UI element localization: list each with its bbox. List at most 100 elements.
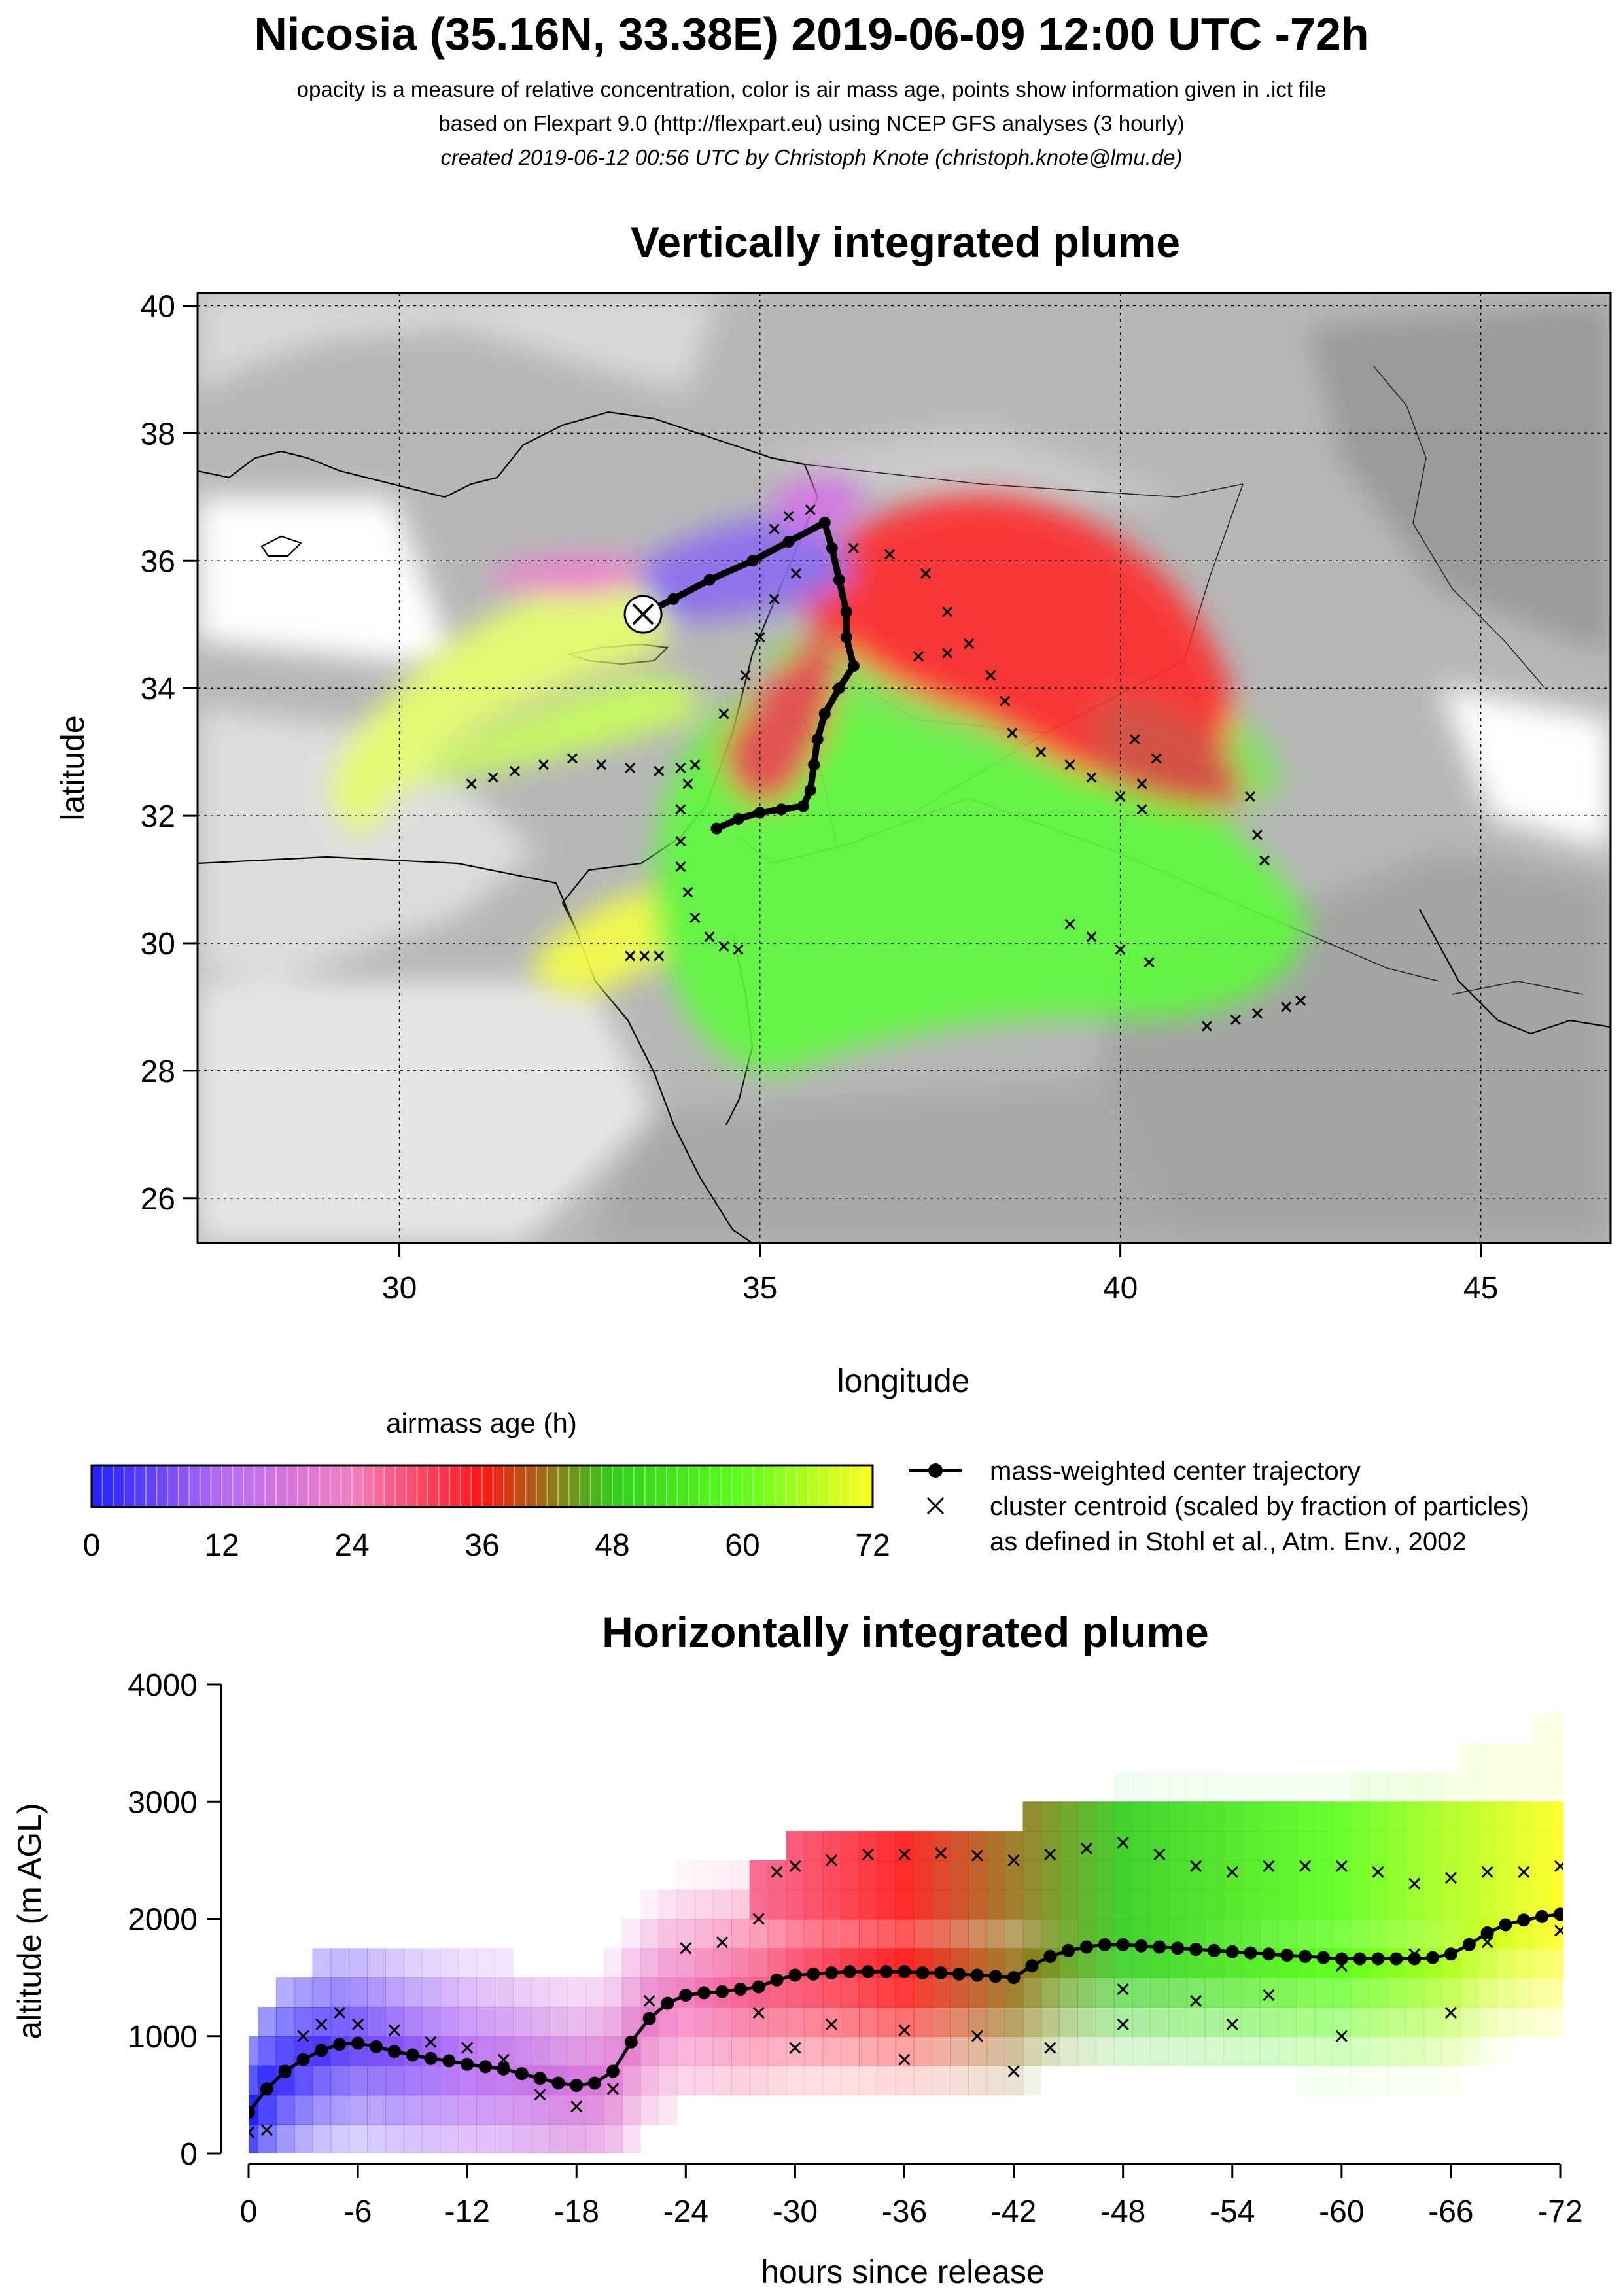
profile-plume-cell bbox=[1423, 1889, 1442, 1920]
map-centroid-mark bbox=[639, 950, 650, 962]
profile-plume-cell bbox=[695, 2006, 714, 2037]
profile-plume-cell bbox=[1405, 1889, 1425, 1920]
profile-plume-cell bbox=[1004, 1831, 1024, 1861]
profile-centroid-mark bbox=[1080, 1842, 1093, 1855]
profile-plume-cell bbox=[841, 1889, 860, 1920]
profile-plume-cell bbox=[1004, 2036, 1024, 2066]
profile-plume-cell bbox=[1278, 1977, 1297, 2008]
profile-plume-cell bbox=[1296, 1889, 1316, 1920]
profile-plume-cell bbox=[349, 2065, 368, 2096]
profile-plume-cell bbox=[1478, 1948, 1497, 1979]
map-centroid-mark bbox=[596, 759, 607, 771]
profile-centroid-mark bbox=[1372, 1866, 1384, 1878]
colorbar-swatch bbox=[459, 1465, 472, 1508]
profile-plume-cell bbox=[1168, 1977, 1188, 2008]
colorbar-swatch bbox=[742, 1465, 755, 1508]
map-trajectory-point bbox=[667, 593, 680, 605]
colorbar-swatch bbox=[709, 1465, 722, 1508]
profile-plume-cell bbox=[640, 2065, 659, 2096]
profile-plume-cell bbox=[1551, 1948, 1563, 1979]
profile-trajectory-point bbox=[1371, 1952, 1385, 1966]
profile-plume-cell bbox=[1551, 2006, 1563, 2037]
profile-plume-cell bbox=[1441, 1801, 1461, 1832]
profile-plume-cell bbox=[1551, 1831, 1563, 1861]
map-ytick-label: 30 bbox=[141, 927, 175, 962]
profile-plume-cell bbox=[1514, 1831, 1534, 1861]
profile-trajectory-point bbox=[1535, 1909, 1549, 1923]
subtitle-line-3: created 2019-06-12 00:56 UTC by Christop… bbox=[440, 145, 1183, 169]
profile-plume-cell bbox=[349, 2006, 368, 2037]
colorbar-swatch bbox=[101, 1465, 114, 1508]
profile-centroid-mark bbox=[789, 1860, 801, 1872]
profile-plume-cell bbox=[1332, 1831, 1352, 1861]
profile-plume-cell bbox=[877, 1831, 896, 1861]
profile-plume-cell bbox=[621, 1977, 641, 2008]
profile-plume-cell bbox=[1314, 1831, 1333, 1861]
profile-plume-cell bbox=[1496, 1831, 1516, 1861]
profile-trajectory-point bbox=[1280, 1949, 1294, 1962]
map-centroid-mark bbox=[689, 759, 701, 771]
profile-plume-cell bbox=[968, 1889, 987, 1920]
profile-plume-cell bbox=[1350, 2036, 1370, 2066]
map-ytick-label: 38 bbox=[141, 417, 175, 451]
profile-plume-cell bbox=[986, 1860, 1005, 1890]
profile-trajectory-point bbox=[988, 1970, 1002, 1983]
profile-plume-cell bbox=[1059, 1860, 1079, 1890]
map-centroid-mark bbox=[733, 944, 744, 955]
profile-plume-cell bbox=[1059, 1977, 1079, 2008]
profile-plume-cell bbox=[749, 1860, 769, 1890]
colorbar-swatch bbox=[470, 1465, 483, 1508]
profile-plume-cell bbox=[585, 2036, 605, 2066]
map-centroid-mark bbox=[689, 912, 701, 924]
profile-plume-cell bbox=[1441, 1772, 1461, 1803]
profile-plume-cell bbox=[1478, 1860, 1497, 1890]
map-ytick-label: 32 bbox=[141, 799, 175, 834]
profile-plume-cell bbox=[986, 1889, 1005, 1920]
colorbar-swatch bbox=[676, 1465, 689, 1508]
profile-plume-cell bbox=[1496, 1948, 1516, 1979]
profile-trajectory-point bbox=[697, 1986, 711, 2000]
profile-plume-cell bbox=[1004, 1860, 1024, 1890]
profile-centroid-mark bbox=[643, 1994, 655, 2008]
profile-plume-cell bbox=[1095, 2036, 1115, 2066]
profile-plume-cell bbox=[695, 2065, 714, 2096]
profile-plume-cell bbox=[1113, 1831, 1133, 1861]
colorbar-swatch bbox=[253, 1465, 266, 1508]
profile-plume-cell bbox=[1223, 2006, 1242, 2037]
profile-trajectory-point bbox=[1426, 1951, 1440, 1964]
profile-centroid-mark bbox=[1189, 1994, 1202, 2008]
profile-plume-cell bbox=[968, 1919, 987, 1949]
profile-plume-cell bbox=[1077, 1977, 1096, 2008]
profile-plume-cell bbox=[1059, 1801, 1079, 1832]
colorbar-swatch bbox=[861, 1465, 874, 1508]
profile-plume-cell bbox=[1132, 1801, 1151, 1832]
map-trajectory-point bbox=[840, 606, 852, 618]
profile-plume-cell bbox=[1332, 2006, 1352, 2037]
colorbar-swatch bbox=[351, 1465, 364, 1508]
profile-centroid-mark bbox=[789, 2042, 801, 2054]
map-centroid-mark bbox=[1036, 746, 1047, 757]
profile-plume-cell bbox=[367, 2006, 386, 2037]
profile-trajectory-point bbox=[916, 1966, 930, 1979]
profile-plume-cell bbox=[1533, 1948, 1552, 1979]
profile-trajectory-point bbox=[1153, 1940, 1166, 1954]
colorbar-swatch bbox=[221, 1465, 234, 1508]
profile-plume-cell bbox=[1150, 1860, 1170, 1890]
map-centroid-mark bbox=[754, 632, 765, 643]
profile-plume-cell bbox=[676, 1860, 696, 1890]
profile-plume-cell bbox=[1314, 2065, 1333, 2096]
profile-centroid-mark bbox=[497, 2053, 510, 2066]
profile-plume-cell bbox=[1204, 1831, 1224, 1861]
profile-plume-cell bbox=[713, 1860, 732, 1890]
profile-plume-cell bbox=[1223, 1977, 1242, 2008]
profile-plume-cell bbox=[767, 2006, 787, 2037]
profile-plume-cell bbox=[1041, 2006, 1060, 2037]
profile-plume-cell bbox=[676, 1948, 696, 1979]
profile-plume-cell bbox=[275, 2036, 295, 2066]
profile-plume-cell bbox=[713, 1948, 732, 1979]
profile-plume-cell bbox=[257, 2036, 277, 2066]
colorbar-swatch bbox=[535, 1465, 549, 1508]
profile-plume-cell bbox=[403, 2006, 423, 2037]
profile-centroid-mark bbox=[1226, 1866, 1238, 1878]
colorbar-swatch bbox=[665, 1465, 679, 1508]
